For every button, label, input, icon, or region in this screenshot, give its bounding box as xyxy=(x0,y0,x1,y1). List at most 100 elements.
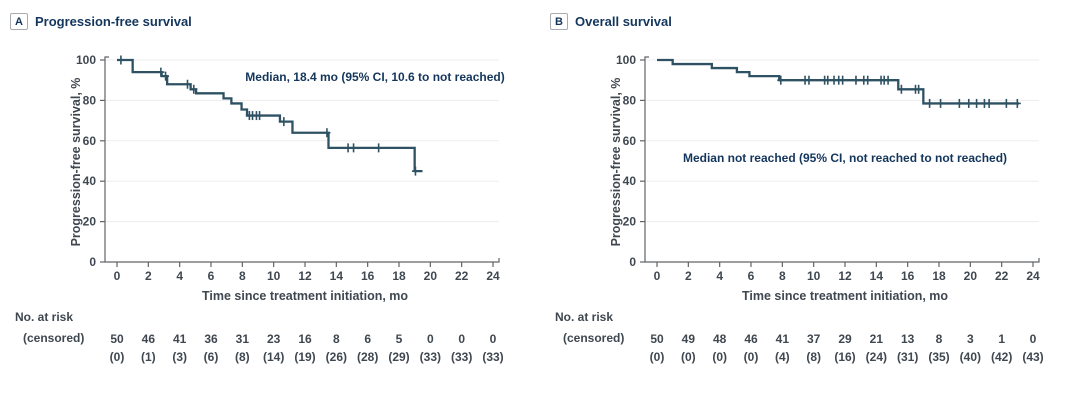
svg-text:6: 6 xyxy=(748,269,755,283)
svg-text:8: 8 xyxy=(936,332,943,346)
panel-title: Progression-free survival xyxy=(35,14,192,29)
median-annotation: Median not reached (95% CI, not reached … xyxy=(682,151,1008,165)
svg-text:100: 100 xyxy=(76,53,96,67)
svg-text:50: 50 xyxy=(110,332,124,346)
censor-marks xyxy=(117,55,419,176)
censor-marks xyxy=(777,75,1021,108)
svg-text:60: 60 xyxy=(83,134,97,148)
y-axis-label: Progression-free survival, % xyxy=(609,77,623,247)
svg-text:14: 14 xyxy=(870,269,884,283)
svg-text:40: 40 xyxy=(83,174,97,188)
censored-row: (0) (0) (0) (0) (4) (8) (16) (24) (31) (35) (40) (4… xyxy=(650,350,1044,364)
svg-text:2: 2 xyxy=(685,269,692,283)
svg-text:50: 50 xyxy=(650,332,664,346)
svg-text:5: 5 xyxy=(396,332,403,346)
svg-text:(28): (28) xyxy=(357,350,378,364)
censored-row: (0) (1) (3) (6) (8) (14) (19) (26) (28) (29) (33) (… xyxy=(110,350,504,364)
svg-text:(40): (40) xyxy=(960,350,981,364)
svg-text:(4): (4) xyxy=(775,350,790,364)
svg-text:0: 0 xyxy=(458,332,465,346)
svg-text:(3): (3) xyxy=(172,350,187,364)
no-at-risk-label: No. at risk xyxy=(15,310,74,324)
svg-text:20: 20 xyxy=(964,269,978,283)
censored-label: (censored) xyxy=(563,331,625,345)
svg-text:80: 80 xyxy=(83,93,97,107)
svg-text:0: 0 xyxy=(490,332,497,346)
svg-text:18: 18 xyxy=(932,269,946,283)
svg-text:0: 0 xyxy=(427,332,434,346)
svg-text:0: 0 xyxy=(114,269,121,283)
svg-text:14: 14 xyxy=(330,269,344,283)
x-axis-label: Time since treatment initiation, mo xyxy=(201,289,409,303)
survival-curve xyxy=(657,58,1019,105)
y-tick-labels: 0 20 40 60 80 100 xyxy=(616,53,636,269)
panel-header: A Progression-free survival xyxy=(10,13,192,30)
svg-text:23: 23 xyxy=(267,332,281,346)
svg-text:48: 48 xyxy=(713,332,727,346)
svg-text:29: 29 xyxy=(838,332,852,346)
svg-text:(0): (0) xyxy=(650,350,665,364)
svg-text:(8): (8) xyxy=(235,350,250,364)
axes xyxy=(104,56,500,263)
svg-text:18: 18 xyxy=(392,269,406,283)
svg-text:80: 80 xyxy=(623,93,637,107)
svg-text:4: 4 xyxy=(716,269,723,283)
svg-text:(24): (24) xyxy=(866,350,887,364)
svg-text:22: 22 xyxy=(995,269,1009,283)
svg-text:40: 40 xyxy=(623,174,637,188)
svg-text:1: 1 xyxy=(998,332,1005,346)
panel-label-box: A xyxy=(10,13,28,30)
panel-progression-free-survival: 0 20 40 60 80 100 0 2 4 6 8 10 12 14 16 18 20 22 24 50 46 41 3… xyxy=(10,13,505,364)
svg-text:(0): (0) xyxy=(681,350,696,364)
tick-marks xyxy=(100,59,494,267)
grid-lines xyxy=(646,59,1039,223)
svg-text:20: 20 xyxy=(623,215,637,229)
x-tick-labels: 0 2 4 6 8 10 12 14 16 18 20 22 24 xyxy=(654,269,1040,283)
svg-text:(14): (14) xyxy=(263,350,284,364)
svg-text:20: 20 xyxy=(83,215,97,229)
svg-text:41: 41 xyxy=(173,332,187,346)
svg-text:(16): (16) xyxy=(834,350,855,364)
svg-text:0: 0 xyxy=(629,255,636,269)
svg-text:24: 24 xyxy=(1026,269,1040,283)
panel-header: B Overall survival xyxy=(550,13,672,30)
svg-text:37: 37 xyxy=(807,332,821,346)
y-axis-label: Progression-free survival, % xyxy=(69,77,83,247)
svg-text:(0): (0) xyxy=(744,350,759,364)
svg-text:3: 3 xyxy=(967,332,974,346)
svg-text:(8): (8) xyxy=(806,350,821,364)
svg-text:0: 0 xyxy=(654,269,661,283)
svg-text:(0): (0) xyxy=(110,350,125,364)
svg-text:36: 36 xyxy=(204,332,218,346)
svg-text:(33): (33) xyxy=(451,350,472,364)
svg-text:8: 8 xyxy=(779,269,786,283)
svg-text:(0): (0) xyxy=(712,350,727,364)
svg-text:22: 22 xyxy=(455,269,469,283)
svg-text:6: 6 xyxy=(364,332,371,346)
svg-text:41: 41 xyxy=(776,332,790,346)
svg-text:(29): (29) xyxy=(388,350,409,364)
svg-text:(26): (26) xyxy=(326,350,347,364)
svg-text:46: 46 xyxy=(142,332,156,346)
svg-text:2: 2 xyxy=(145,269,152,283)
grid-lines xyxy=(106,59,499,223)
svg-text:16: 16 xyxy=(361,269,375,283)
svg-text:12: 12 xyxy=(838,269,852,283)
svg-text:(31): (31) xyxy=(897,350,918,364)
panel-title: Overall survival xyxy=(575,14,672,29)
svg-text:49: 49 xyxy=(682,332,696,346)
svg-text:100: 100 xyxy=(616,53,636,67)
svg-text:0: 0 xyxy=(1030,332,1037,346)
svg-text:(43): (43) xyxy=(1022,350,1043,364)
svg-text:(33): (33) xyxy=(482,350,503,364)
at-risk-row: 50 49 48 46 41 37 29 21 13 8 3 1 0 xyxy=(650,332,1036,346)
svg-text:8: 8 xyxy=(239,269,246,283)
svg-text:46: 46 xyxy=(744,332,758,346)
at-risk-row: 50 46 41 36 31 23 16 8 6 5 0 0 0 xyxy=(110,332,496,346)
svg-text:(19): (19) xyxy=(294,350,315,364)
svg-text:10: 10 xyxy=(807,269,821,283)
svg-text:31: 31 xyxy=(236,332,250,346)
svg-text:60: 60 xyxy=(623,134,637,148)
